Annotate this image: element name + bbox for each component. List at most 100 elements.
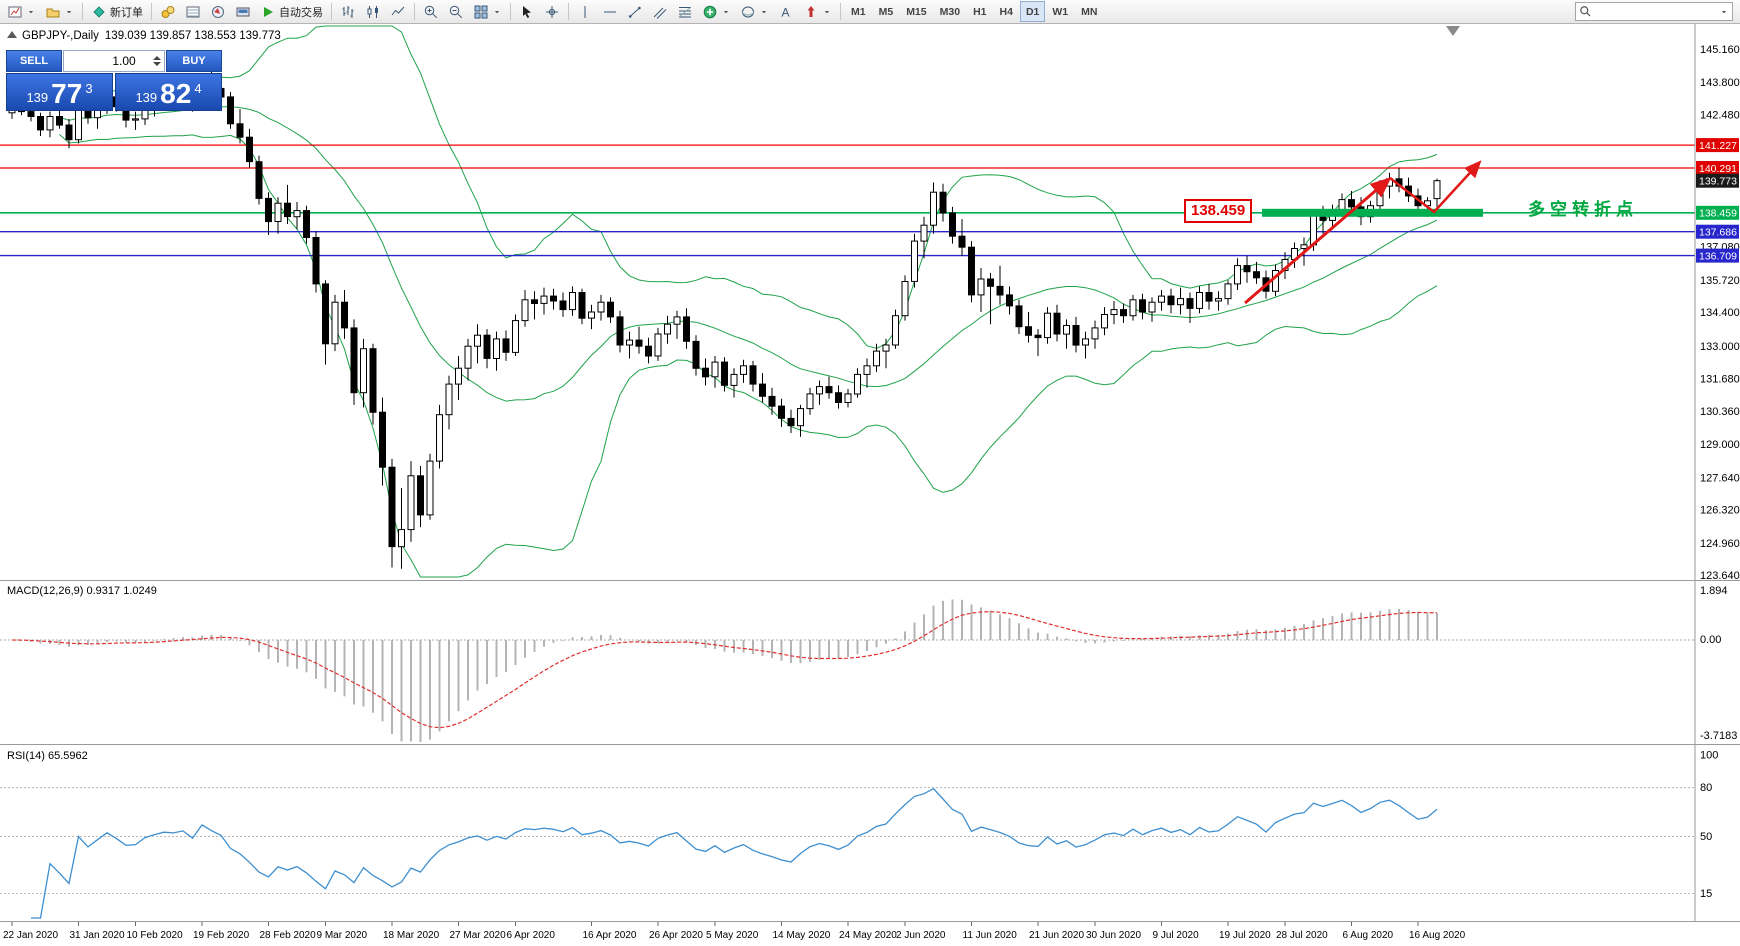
candle-body: [806, 393, 814, 410]
cycles-button[interactable]: [736, 1, 773, 22]
zoom-out-button[interactable]: [444, 1, 468, 22]
rsi-scale-label: 15: [1700, 888, 1712, 900]
timeframe-m30-button[interactable]: M30: [934, 1, 966, 22]
channel-icon: [653, 7, 667, 19]
timeframe-h4-button[interactable]: H4: [994, 1, 1019, 22]
candle-body: [303, 210, 310, 239]
one-click-collapse-icon[interactable]: [7, 31, 17, 38]
candle-body: [816, 386, 823, 395]
candle-body: [559, 300, 567, 311]
vertical-line-button[interactable]: [573, 1, 597, 22]
cursor-button[interactable]: [515, 1, 539, 22]
price-marker-box: [1696, 205, 1739, 220]
tile-windows-button[interactable]: [469, 1, 506, 22]
candle-body: [1006, 294, 1013, 307]
terminal-button[interactable]: [231, 1, 255, 22]
toolbar-separator: [840, 3, 841, 20]
navigator-button[interactable]: [206, 1, 230, 22]
candle-body: [920, 224, 928, 242]
price-tick: 143.800: [1700, 77, 1740, 89]
fibonacci-button[interactable]: [673, 1, 697, 22]
new-chart-icon: [8, 6, 22, 17]
timeframe-mn-button[interactable]: MN: [1075, 1, 1103, 22]
candle-body: [1034, 334, 1042, 339]
candle-body: [27, 111, 35, 117]
price-tick: 129.000: [1700, 439, 1740, 451]
candle-body: [1177, 298, 1184, 306]
candle-body: [996, 285, 1004, 296]
data-window-button[interactable]: [181, 1, 205, 22]
horizontal-line-button[interactable]: [598, 1, 622, 22]
support-band[interactable]: [1262, 208, 1483, 217]
candle-body: [322, 283, 329, 345]
new-order-button[interactable]: 新订单: [87, 1, 147, 22]
chart-bars-icon: [342, 5, 354, 18]
sell-price-button[interactable]: 139 77 3: [6, 73, 113, 111]
candle-body: [683, 316, 690, 342]
trend-arrow-2[interactable]: [1389, 160, 1482, 214]
lot-size-input[interactable]: [98, 54, 150, 68]
candle-body: [778, 405, 785, 419]
channel-button[interactable]: [648, 1, 672, 22]
sell-button[interactable]: SELL: [6, 50, 62, 72]
search-input[interactable]: [1595, 5, 1716, 18]
candle-body: [987, 278, 994, 287]
lot-decrease-icon[interactable]: [153, 62, 161, 66]
support-price-callout[interactable]: 138.459: [1184, 199, 1253, 223]
buy-price-button[interactable]: 139 82 4: [115, 73, 222, 111]
timeframe-h1-button[interactable]: H1: [967, 1, 992, 22]
macd-pane: 1.894 0.00 -3.7183: [0, 585, 1737, 742]
profiles-button[interactable]: [41, 1, 78, 22]
date-label: 19 Jul 2020: [1219, 930, 1271, 941]
chart-candles-button[interactable]: [361, 1, 385, 22]
candle-body: [645, 345, 652, 357]
lot-increase-icon[interactable]: [153, 56, 161, 60]
chart-bars-button[interactable]: [336, 1, 360, 22]
price-marker-box: [1696, 161, 1739, 175]
timeframe-m5-button[interactable]: M5: [873, 1, 900, 22]
candle-body: [863, 365, 871, 375]
candle-body: [892, 315, 899, 346]
date-label: 27 Mar 2020: [450, 930, 507, 941]
trendline-button[interactable]: [623, 1, 647, 22]
candle-body: [711, 361, 719, 378]
price-marker-box: [1696, 248, 1739, 263]
candle-body: [493, 338, 500, 359]
lot-stepper[interactable]: [153, 56, 161, 66]
price-tick: 131.680: [1700, 374, 1740, 386]
candle-body: [360, 348, 367, 394]
toolbar-separator: [510, 3, 511, 20]
timeframe-d1-button[interactable]: D1: [1019, 1, 1046, 22]
zoom-in-button[interactable]: [419, 1, 443, 22]
chart-shift-marker-icon[interactable]: [1446, 26, 1460, 36]
arrows-button[interactable]: [799, 1, 836, 22]
trend-arrow-1[interactable]: [1244, 177, 1392, 305]
chart-line-button[interactable]: [386, 1, 410, 22]
text-button[interactable]: A: [774, 1, 798, 22]
bollinger-up-band: [59, 25, 1438, 349]
indicators-icon: [703, 5, 717, 18]
timeframe-m15-button[interactable]: M15: [900, 1, 932, 22]
rsi-value: 65.5962: [47, 750, 88, 762]
buy-price-pips: 82: [160, 78, 192, 109]
price-tick: 145.160: [1700, 44, 1740, 56]
market-watch-button[interactable]: [156, 1, 180, 22]
buy-button[interactable]: BUY: [166, 50, 222, 72]
indicators-button[interactable]: [698, 1, 735, 22]
macd-label: MACD(12,26,9) 0.9317 1.0249: [7, 585, 157, 597]
new-order-icon-icon: [93, 5, 105, 18]
timeframe-w1-button[interactable]: W1: [1046, 1, 1074, 22]
date-label: 22 Jan 2020: [3, 930, 58, 941]
candle-body: [550, 295, 557, 302]
new-chart-button[interactable]: [3, 1, 40, 22]
price-marker-box: [1696, 173, 1739, 188]
autotrading-button[interactable]: 自动交易: [256, 1, 327, 22]
horizontal-level-lines[interactable]: [0, 144, 1695, 257]
crosshair-button[interactable]: [540, 1, 564, 22]
timeframe-m1-button[interactable]: M1: [845, 1, 872, 22]
candle-body: [626, 339, 633, 346]
annotations-layer[interactable]: [1244, 160, 1483, 305]
candle-body: [455, 367, 462, 385]
candle-body: [293, 210, 301, 218]
